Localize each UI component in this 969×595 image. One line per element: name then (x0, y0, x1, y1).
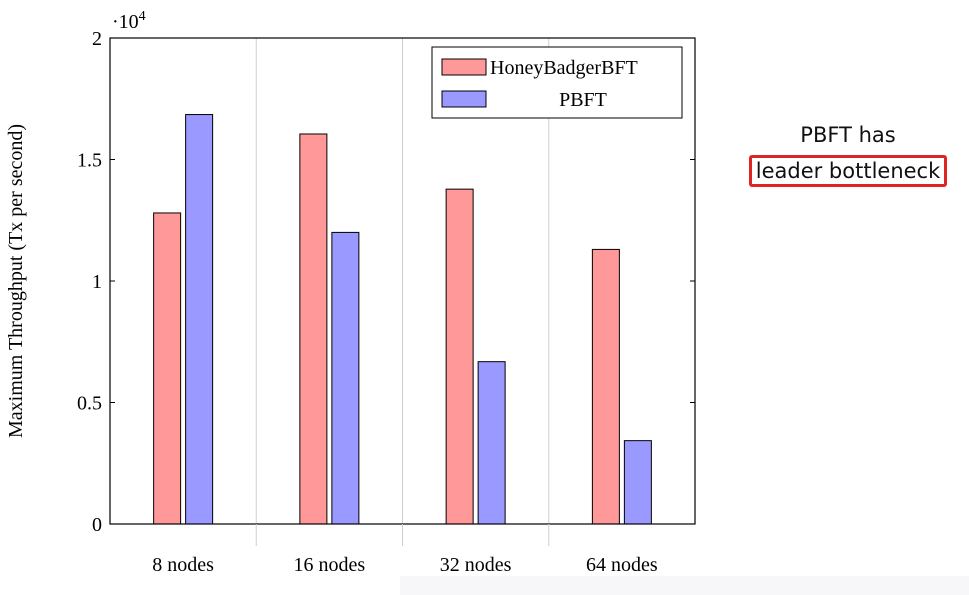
legend-swatch-pbft (441, 90, 487, 108)
legend-swatch-honeybadgerbft (441, 58, 487, 76)
y-scale-exponent: 4 (139, 9, 146, 24)
legend: HoneyBadgerBFT PBFT (431, 46, 683, 119)
bar-honeybadgerbft-16-nodes (299, 133, 328, 525)
y-tick-label: 0 (92, 514, 102, 536)
x-tick-label: 16 nodes (294, 554, 366, 576)
bar-pbft-8-nodes (185, 114, 214, 525)
bar-honeybadgerbft-8-nodes (153, 212, 182, 525)
legend-label-honeybadgerbft: HoneyBadgerBFT (490, 57, 638, 79)
y-tick-label: 0.5 (77, 393, 102, 415)
bar-honeybadgerbft-32-nodes (445, 188, 474, 525)
x-ticks: 8 nodes 16 nodes 32 nodes 64 nodes (152, 524, 658, 576)
bar-pbft-32-nodes (477, 361, 506, 525)
bar-pbft-16-nodes (331, 231, 360, 525)
y-tick-label: 1 (92, 271, 102, 293)
legend-label-pbft: PBFT (559, 89, 607, 111)
bar-pbft-64-nodes (623, 440, 652, 525)
bottom-shade (400, 576, 969, 595)
annotation-highlight-box: leader bottleneck (748, 155, 948, 187)
annotation-line-1: PBFT has (800, 123, 896, 147)
y-axis-label: Maximum Throughput (Tx per second) (5, 124, 27, 438)
grid-lines (255, 38, 550, 524)
bars (153, 114, 652, 525)
x-tick-label: 32 nodes (440, 554, 512, 576)
y-scale-label: ·104 (112, 9, 146, 33)
annotation: PBFT has leader bottleneck (730, 123, 966, 187)
x-tick-label: 64 nodes (586, 554, 658, 576)
bar-honeybadgerbft-64-nodes (591, 248, 620, 525)
y-tick-label: 2 (92, 28, 102, 50)
y-tick-label: 1.5 (77, 150, 102, 172)
y-ticks: 0 0.5 1 1.5 2 (77, 28, 695, 536)
x-tick-label: 8 nodes (152, 554, 214, 576)
